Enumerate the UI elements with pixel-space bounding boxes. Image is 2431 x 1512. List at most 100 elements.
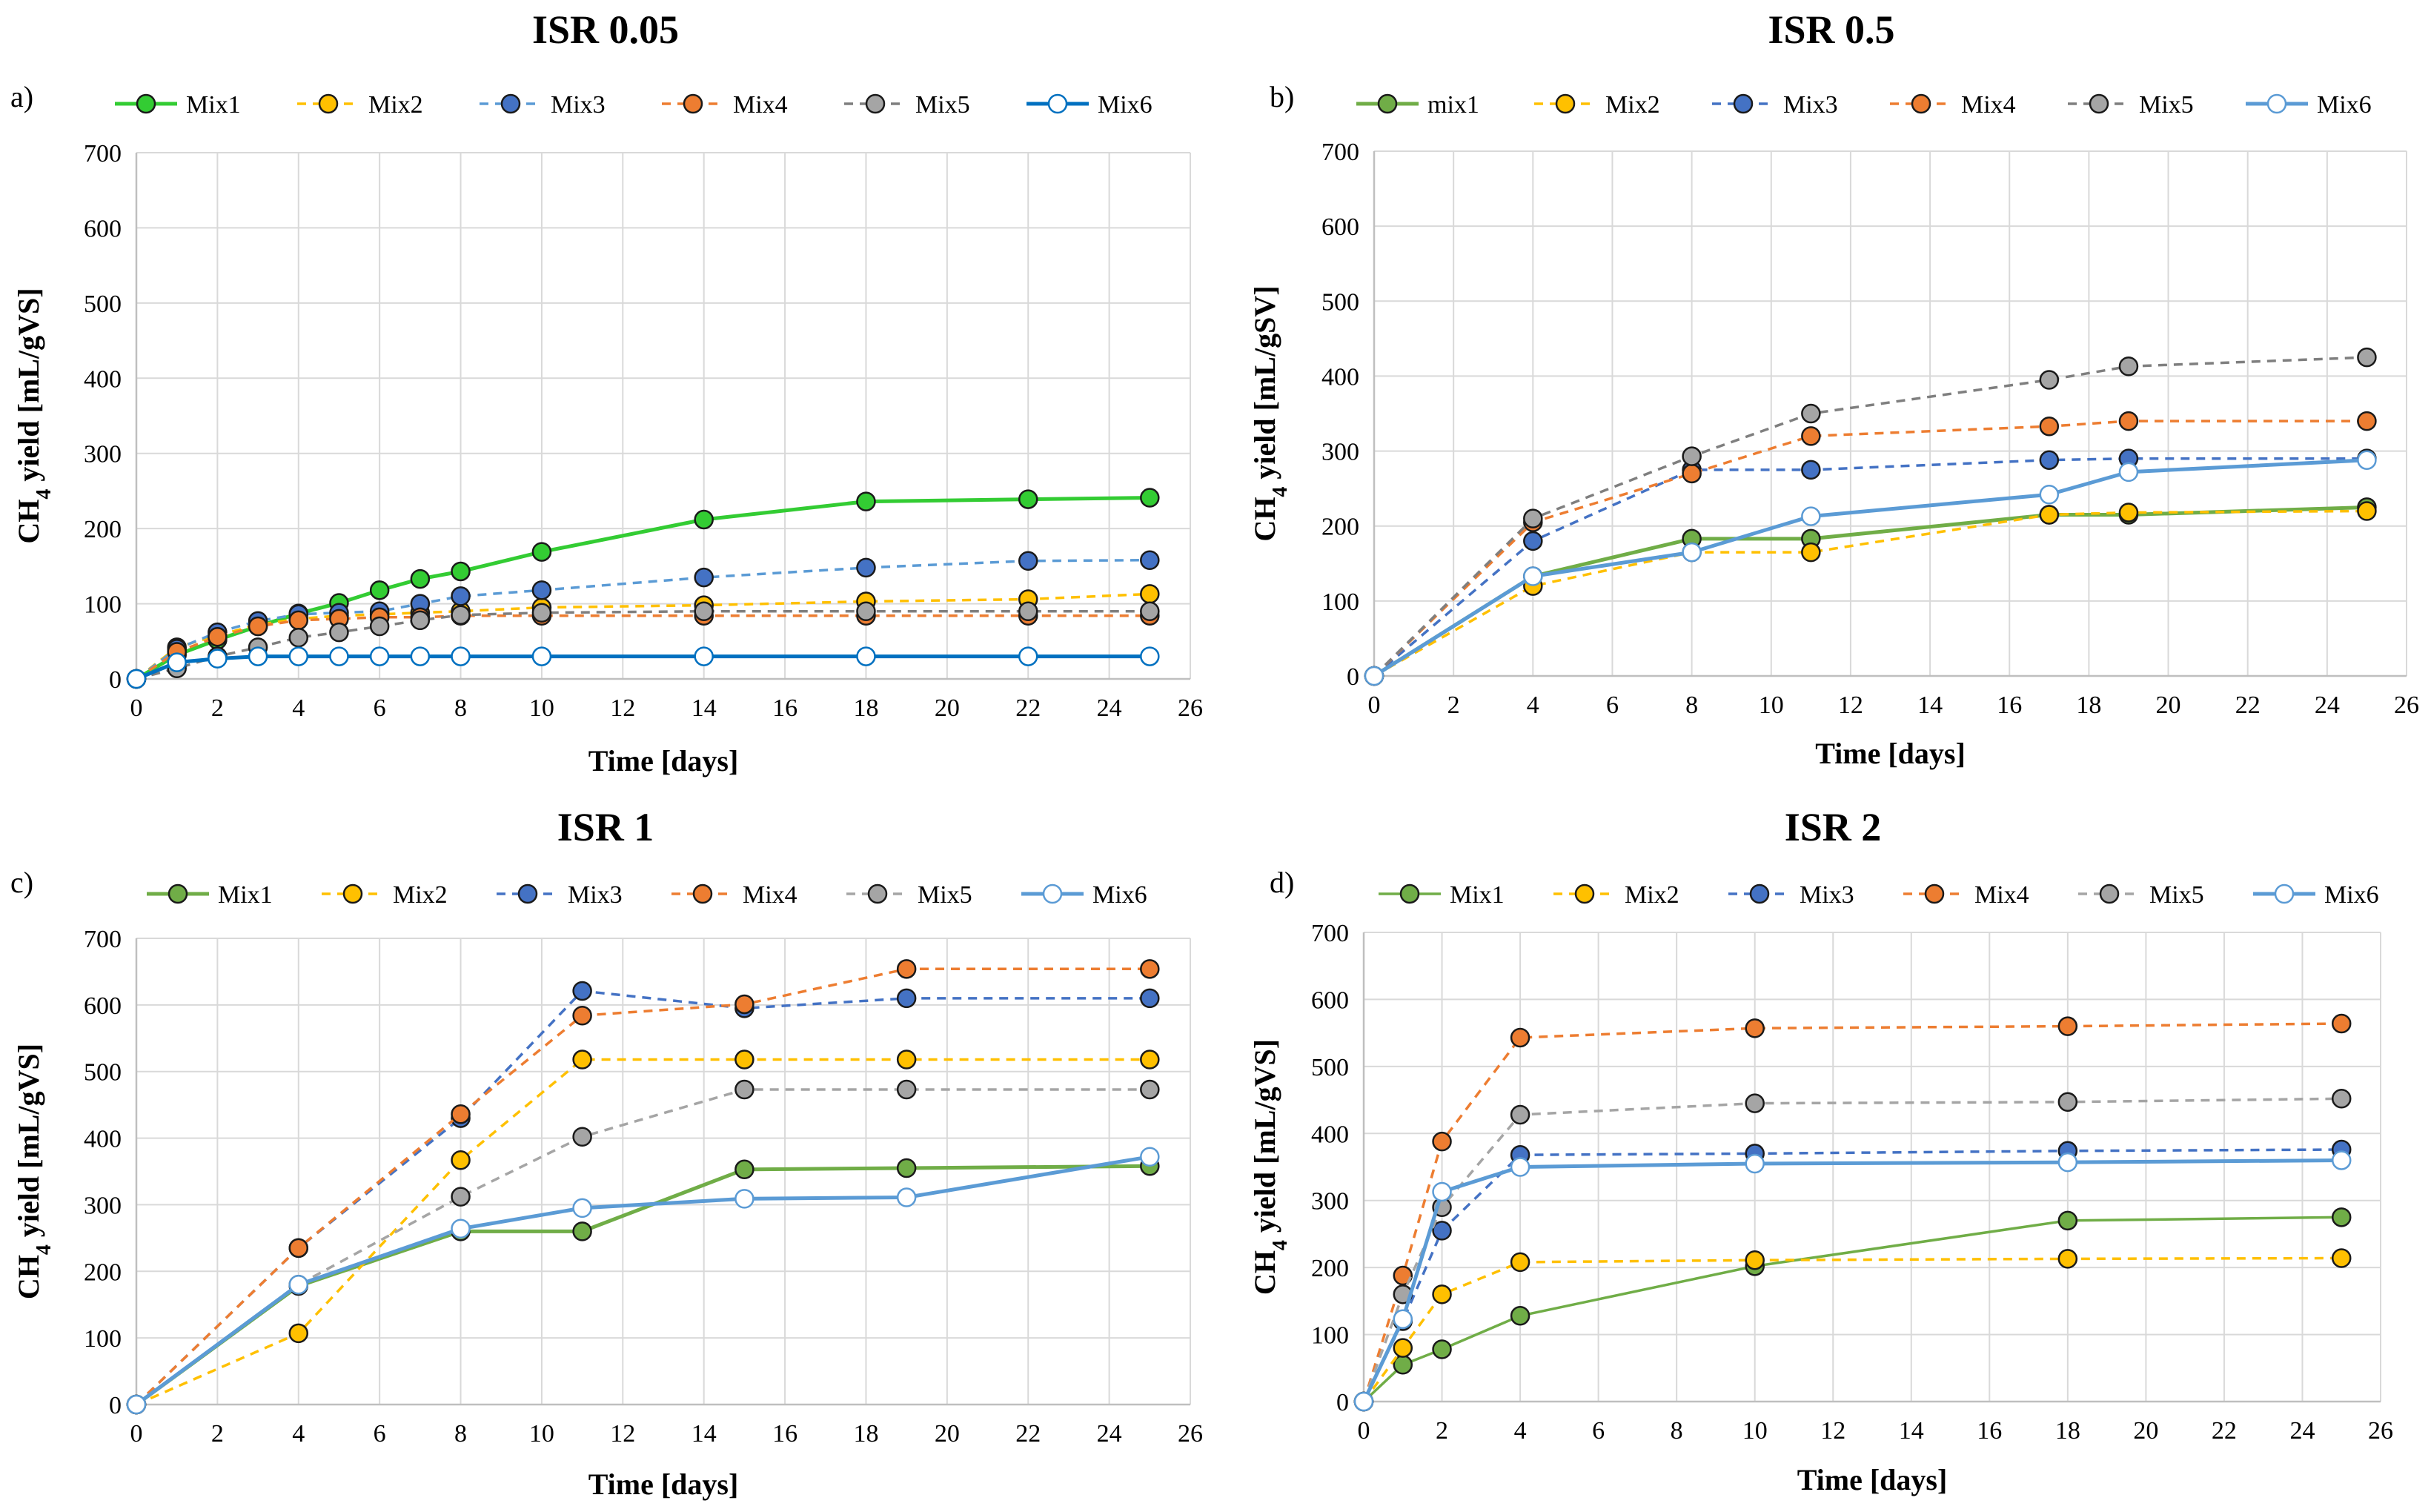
x-tick-label: 2 (211, 694, 224, 722)
legend-marker (1733, 93, 1754, 114)
x-tick-label: 18 (853, 694, 878, 722)
series-line (1373, 356, 2367, 677)
series-mix2 (1364, 501, 2377, 686)
x-tick-label: 24 (2289, 1417, 2315, 1445)
data-point (572, 1005, 592, 1026)
y-tick-label: 0 (109, 666, 122, 694)
legend: Mix1 Mix2 Mix3 Mix4 Mix5 Mix6 (115, 91, 1153, 119)
data-point (369, 580, 390, 600)
data-point (167, 652, 187, 672)
legend-marker (867, 883, 888, 904)
series-mix3 (1364, 448, 2377, 686)
data-point (734, 1189, 754, 1209)
x-tick-label: 2 (1436, 1417, 1448, 1445)
legend-item: Mix4 (662, 91, 788, 119)
chart-title: ISR 2 (1785, 805, 1882, 849)
data-point (451, 1218, 471, 1239)
data-point (896, 1158, 917, 1178)
series-line (135, 1164, 1150, 1407)
x-tick-label: 12 (1820, 1417, 1845, 1445)
x-tick-label: 20 (2133, 1417, 2158, 1445)
data-point (2118, 503, 2139, 523)
data-point (694, 567, 714, 588)
data-point (451, 1187, 471, 1207)
data-point (1393, 1338, 1413, 1358)
chart-title: ISR 1 (557, 805, 654, 849)
data-point (1140, 601, 1160, 621)
legend-marker (1047, 93, 1068, 114)
legend-label: Mix3 (1783, 91, 1838, 119)
x-tick-label: 2 (211, 1420, 224, 1448)
legend: Mix1 Mix2 Mix3 Mix4 Mix5 Mix6 (147, 881, 1147, 909)
data-point (2039, 484, 2060, 505)
x-tick-label: 24 (2315, 692, 2340, 719)
data-point (1801, 403, 1821, 424)
x-tick-label: 16 (772, 1420, 797, 1448)
data-point (2118, 411, 2139, 431)
x-tick-label: 14 (1899, 1417, 1924, 1445)
data-point (531, 646, 552, 666)
x-tick-label: 22 (2212, 1417, 2237, 1445)
x-tick-label: 20 (2156, 692, 2181, 719)
x-tick-label: 14 (1917, 692, 1943, 719)
x-tick-label: 26 (2368, 1417, 2393, 1445)
data-point (1140, 646, 1160, 666)
data-point (1353, 1391, 1374, 1412)
data-point (734, 994, 754, 1015)
legend-item: Mix5 (846, 881, 972, 909)
x-tick-label: 6 (1606, 692, 1619, 719)
data-point (329, 646, 349, 666)
series-mix4 (1364, 411, 2377, 686)
y-axis-title: CH4 yield [mL/gVS] (12, 288, 56, 543)
data-point (2118, 357, 2139, 377)
series-mix2 (126, 584, 1160, 689)
y-axis-title: CH4 yield [mL/gSV] (1248, 285, 1292, 541)
legend-label: Mix2 (368, 91, 423, 119)
x-tick-label: 6 (374, 694, 386, 722)
legend-marker (517, 883, 538, 904)
data-point (410, 646, 431, 666)
data-point (1432, 1131, 1452, 1152)
data-point (896, 1079, 917, 1100)
x-tick-label: 22 (1015, 1420, 1041, 1448)
series-line (1362, 1148, 2342, 1402)
legend-marker (2266, 93, 2287, 114)
data-point (694, 509, 714, 530)
series-line (135, 967, 1150, 1406)
data-point (2039, 450, 2060, 470)
data-point (1018, 601, 1038, 621)
legend-marker (1555, 93, 1576, 114)
y-tick-label: 700 (1321, 139, 1359, 166)
data-point (1140, 1079, 1160, 1100)
x-tick-label: 20 (935, 1420, 960, 1448)
data-point (2331, 1013, 2352, 1034)
x-tick-label: 2 (1447, 692, 1460, 719)
series-line (1362, 1097, 2342, 1402)
data-point (572, 1050, 592, 1070)
data-point (1745, 1250, 1765, 1270)
data-point (856, 557, 876, 578)
legend-label: Mix3 (1800, 881, 1854, 909)
x-tick-label: 4 (292, 694, 305, 722)
data-point (2357, 347, 2377, 368)
data-point (734, 1050, 754, 1070)
data-point (248, 646, 268, 666)
y-tick-label: 0 (109, 1392, 122, 1419)
y-tick-label: 400 (1311, 1121, 1349, 1148)
data-point (2039, 370, 2060, 390)
legend-marker (168, 883, 188, 904)
data-point (694, 646, 714, 666)
data-point (1140, 1147, 1160, 1167)
legend-marker (2089, 93, 2109, 114)
series-mix4 (126, 959, 1160, 1415)
data-point (1510, 1157, 1530, 1177)
x-axis-title: Time [days] (588, 744, 739, 777)
data-point (1523, 566, 1543, 586)
data-point (1745, 1018, 1765, 1038)
data-point (1393, 1309, 1413, 1330)
series-line (1362, 1256, 2342, 1403)
legend-marker (1377, 93, 1398, 114)
legend-marker (1911, 93, 1931, 114)
y-tick-label: 300 (84, 1192, 122, 1219)
x-tick-label: 22 (2235, 692, 2261, 719)
